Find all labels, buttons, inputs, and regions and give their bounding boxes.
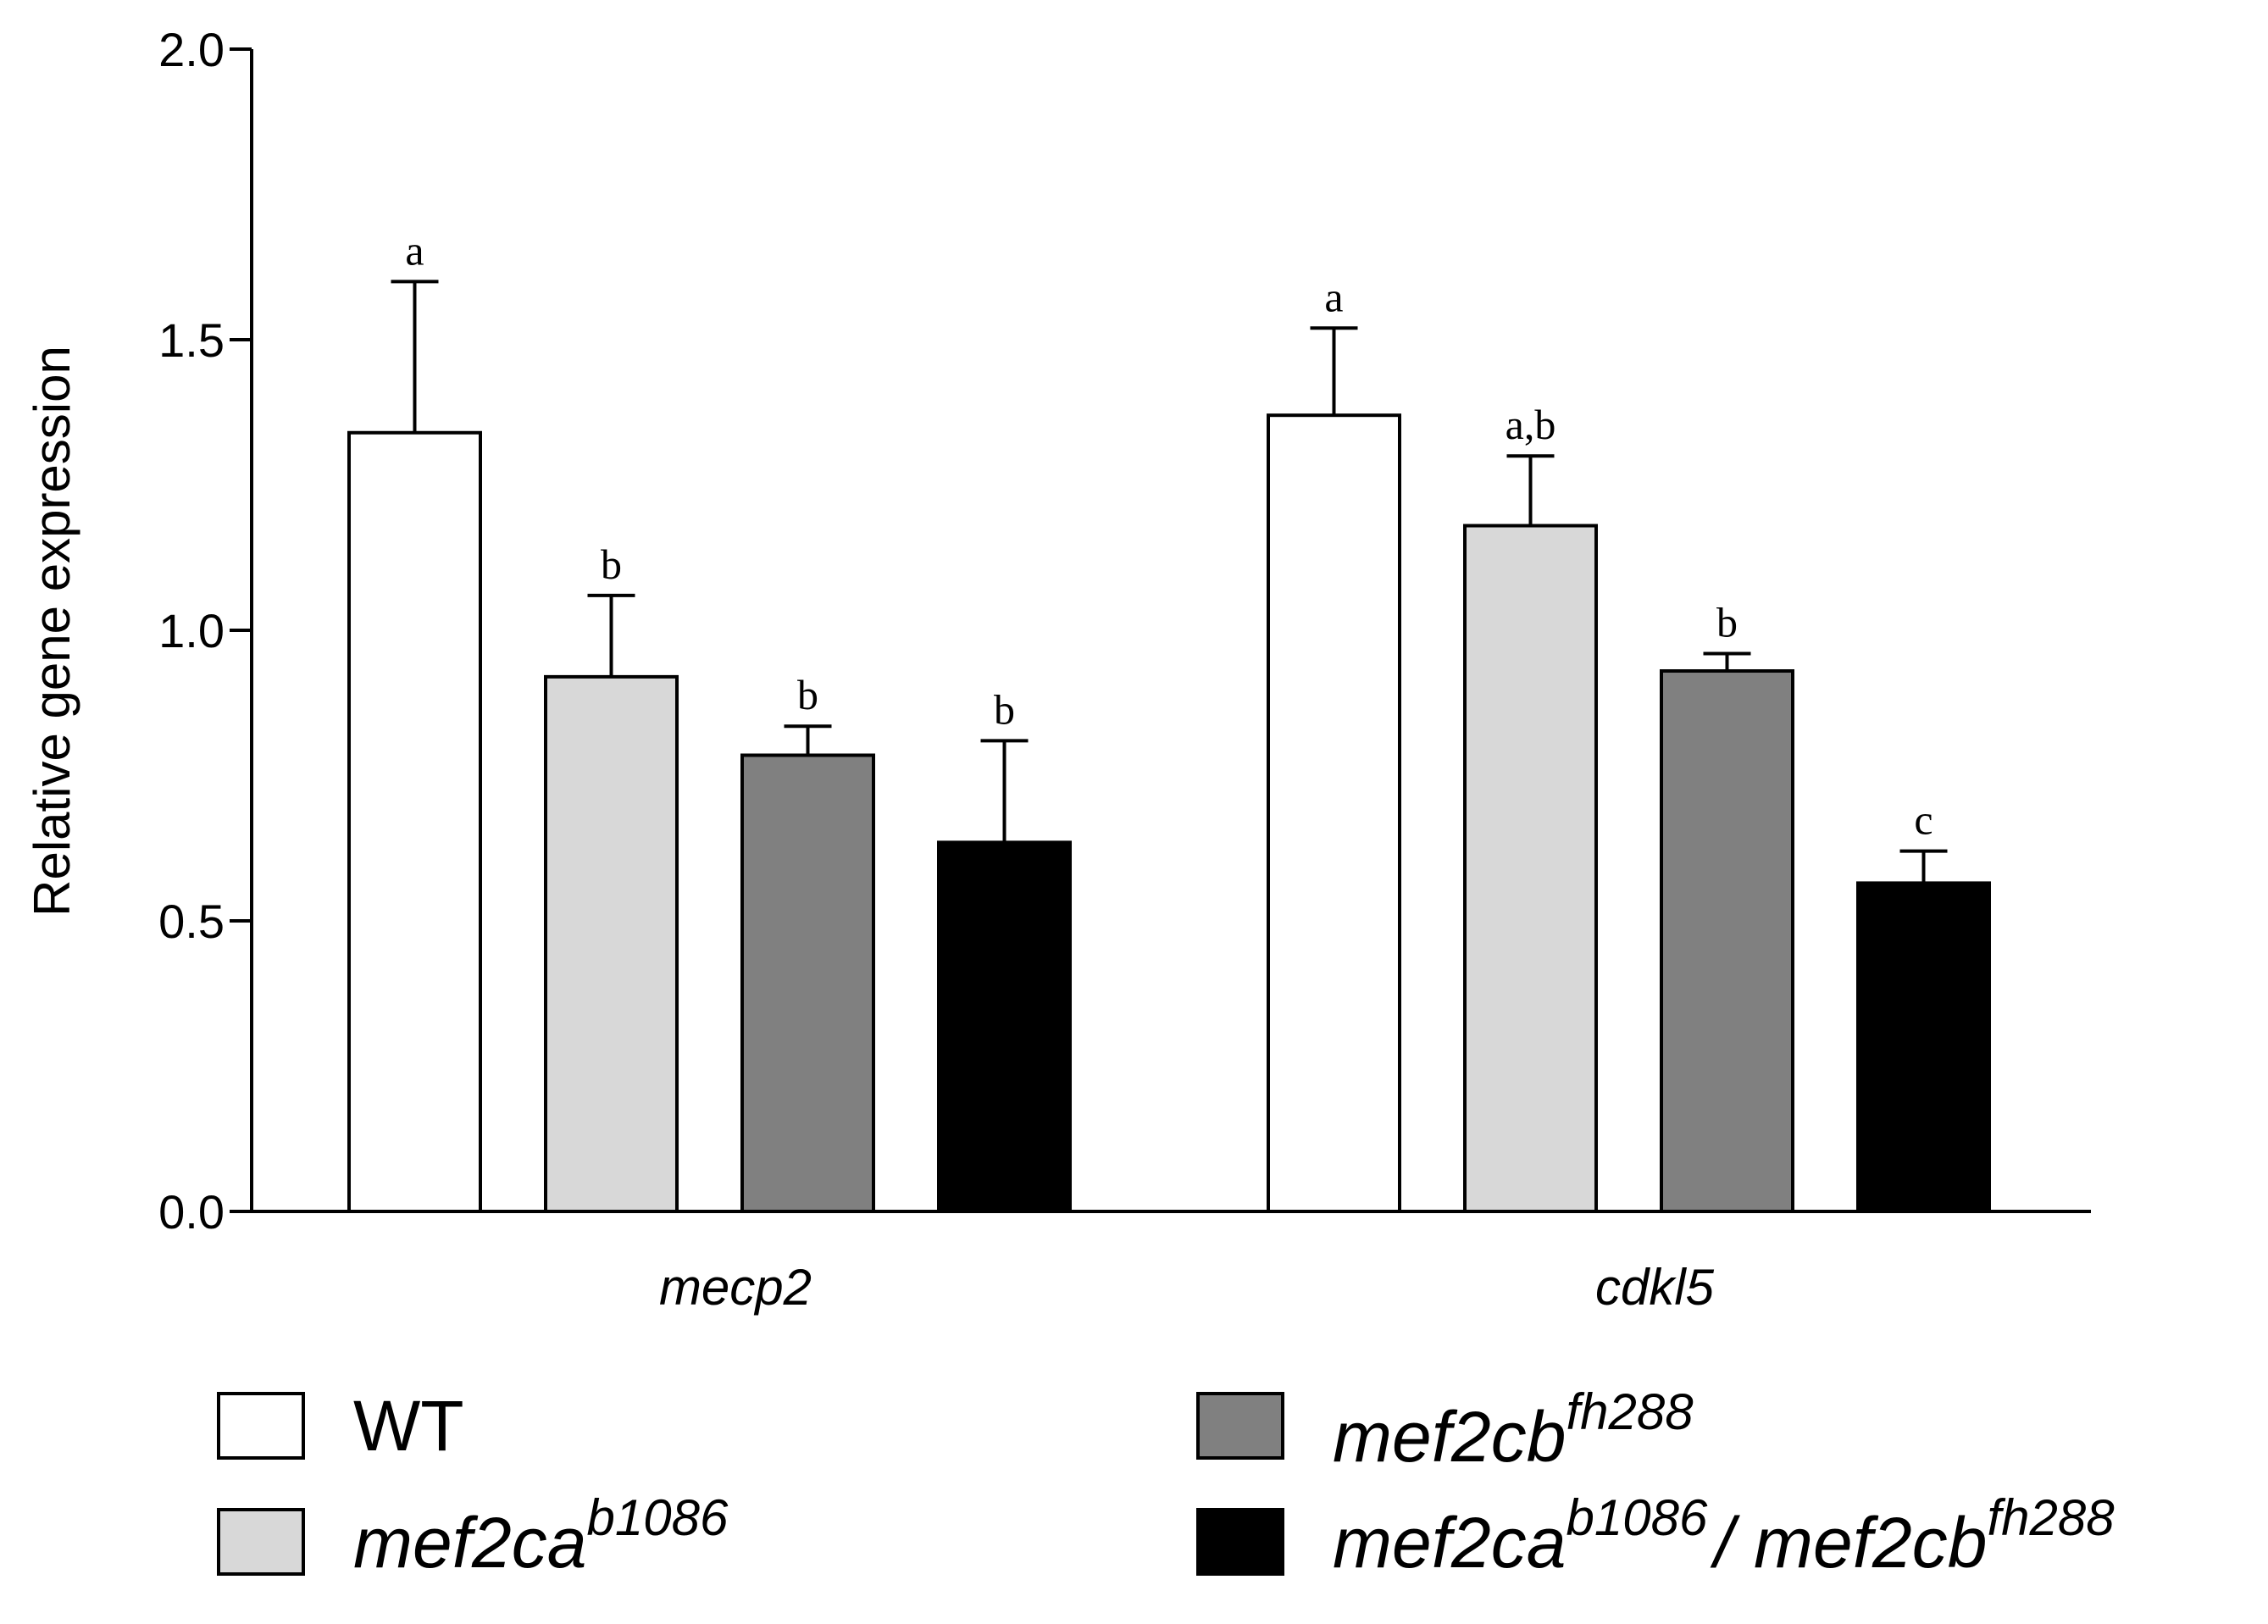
- significance-label: a,b: [1506, 401, 1556, 448]
- bar: [1856, 881, 1991, 1214]
- significance-label: a: [1324, 273, 1343, 320]
- legend-swatch: [1196, 1392, 1284, 1460]
- legend-swatch: [217, 1508, 305, 1576]
- legend-label: mef2cab1086/ mef2cbfh288: [1333, 1489, 2115, 1582]
- y-tick-label: 0.5: [158, 895, 225, 948]
- category-labels: mecp2 cdkl5: [659, 1259, 1715, 1316]
- category-label: mecp2: [659, 1259, 812, 1316]
- legend-label: WT: [353, 1386, 464, 1466]
- bar: [347, 430, 482, 1213]
- significance-label: b: [1716, 598, 1738, 646]
- y-tick-label: 1.0: [158, 604, 225, 657]
- y-tick-label: 1.5: [158, 313, 225, 367]
- significance-label: a: [405, 226, 424, 274]
- legend-swatch: [217, 1392, 305, 1460]
- significance-label: c: [1914, 796, 1933, 844]
- legend-swatch: [1196, 1508, 1284, 1576]
- y-tick-label: 2.0: [158, 23, 225, 76]
- y-axis-title: Relative gene expression: [24, 346, 80, 917]
- legend-label: mef2cbfh288: [1333, 1383, 1694, 1477]
- y-tick-label: 0.0: [158, 1185, 225, 1239]
- bar: [1660, 669, 1794, 1213]
- significance-label: b: [601, 540, 622, 588]
- bar: [1463, 524, 1598, 1213]
- bars: a b b b a a,b b c: [347, 226, 1991, 1214]
- significance-label: b: [994, 685, 1015, 733]
- significance-label: b: [797, 671, 818, 718]
- legend: WT mef2cab1086 mef2cbfh288 mef2cab1086/ mef…: [217, 1383, 2115, 1582]
- y-axis-title-group: Relative gene expression: [24, 346, 80, 917]
- category-label: cdkl5: [1595, 1259, 1715, 1316]
- bar: [937, 840, 1072, 1213]
- bar: [1267, 413, 1401, 1213]
- legend-label: mef2cab1086: [353, 1489, 729, 1582]
- bar: [740, 753, 875, 1213]
- bar: [544, 674, 679, 1213]
